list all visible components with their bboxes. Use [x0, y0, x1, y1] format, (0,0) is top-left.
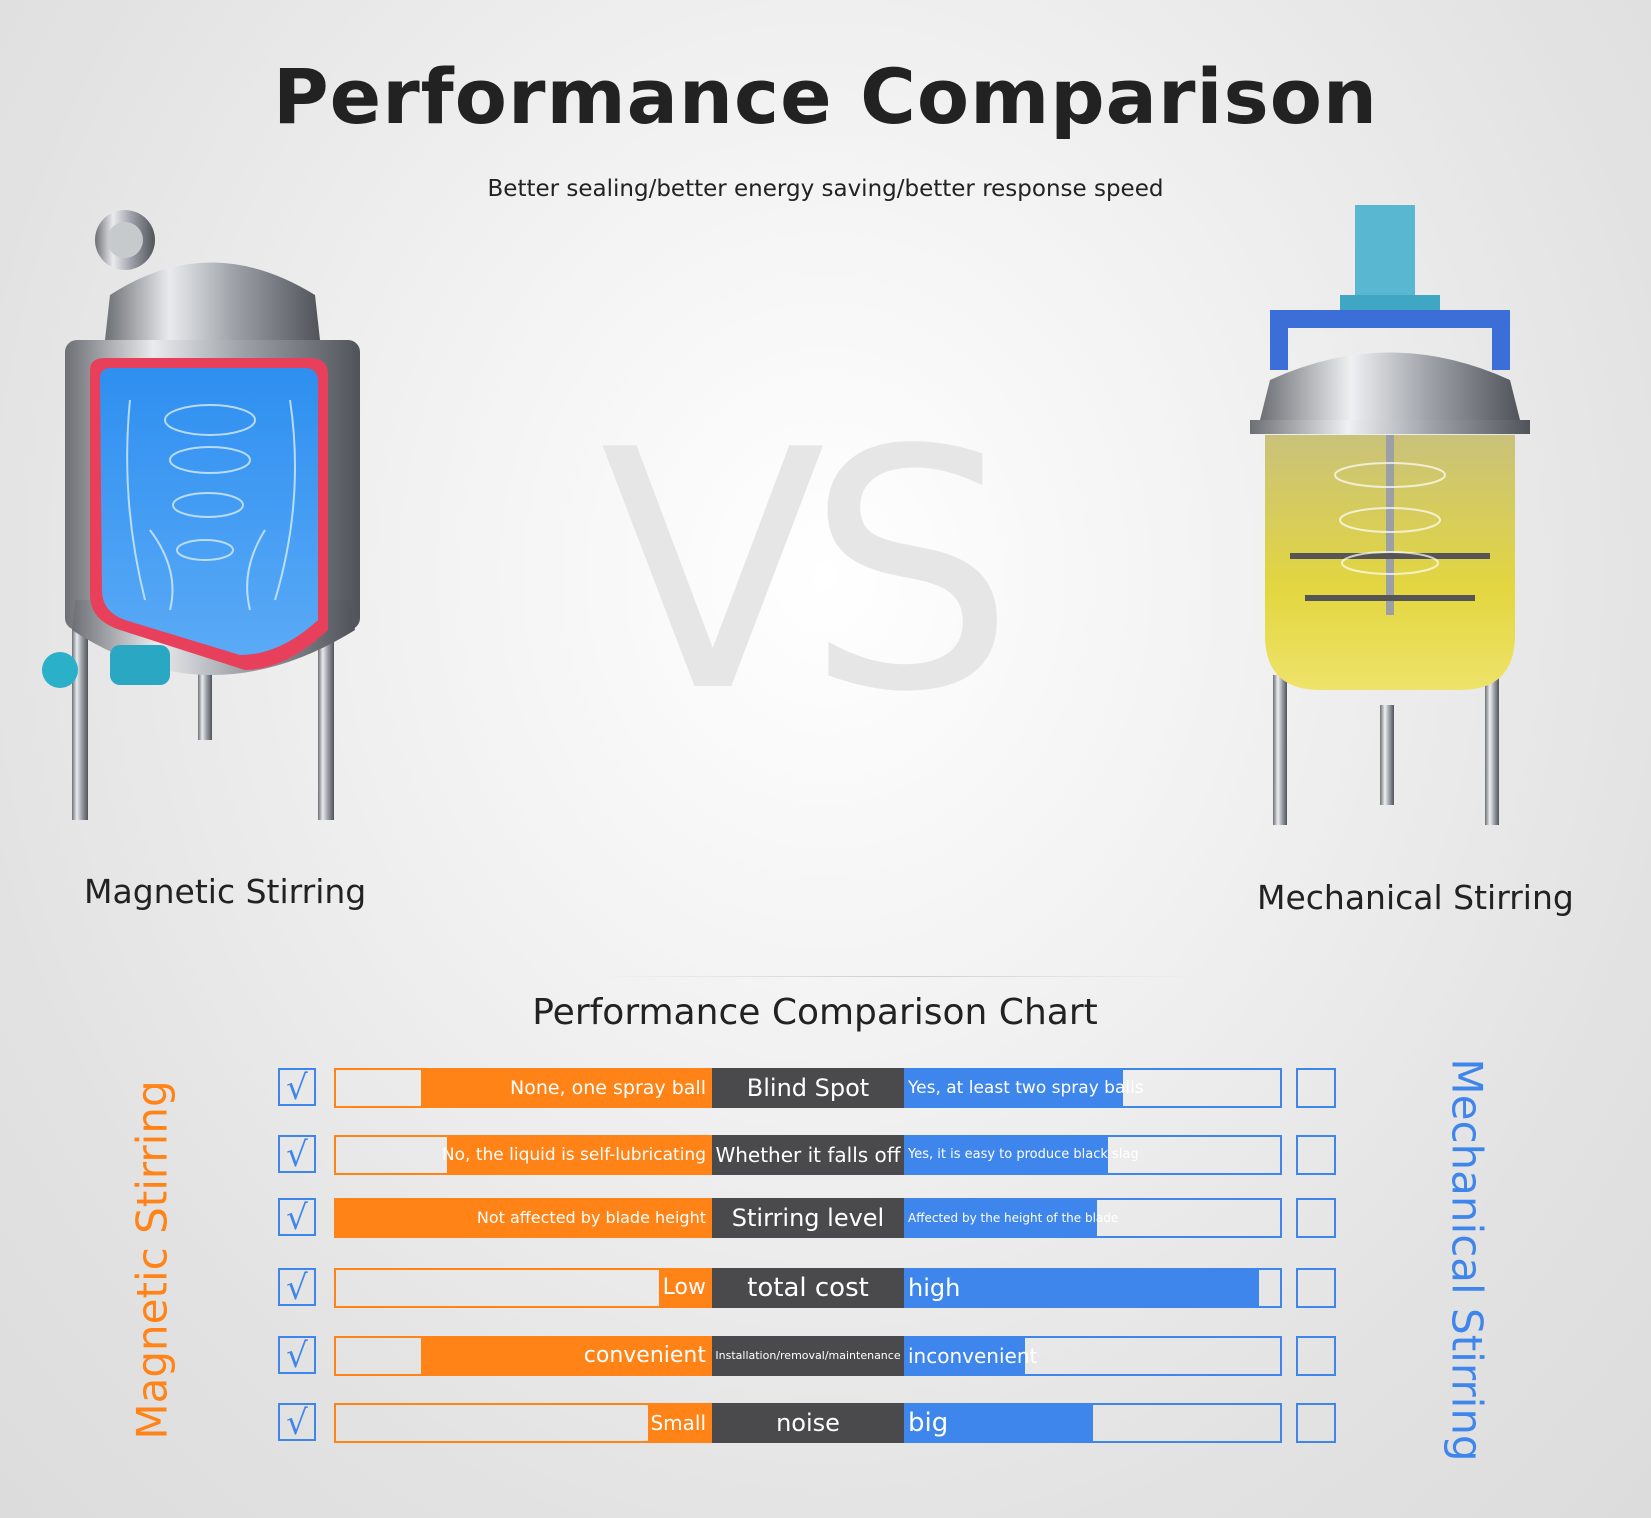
chart-row: √ Not affected by blade height Stirring le…: [0, 1198, 1651, 1238]
magnetic-stirring-label: Magnetic Stirring: [84, 872, 367, 911]
magnetic-check-box: √: [278, 1135, 316, 1173]
chart-divider: [600, 976, 1200, 977]
category-label: noise: [712, 1403, 904, 1443]
page-subtitle: Better sealing/better energy saving/bett…: [487, 176, 1164, 202]
magnetic-check-box: √: [278, 1198, 316, 1236]
chart-row: √ None, one spray ball Blind Spot Yes, at l…: [0, 1068, 1651, 1108]
category-label: Blind Spot: [712, 1068, 904, 1108]
mechanical-check-box: [1296, 1198, 1336, 1238]
mechanical-bar: [904, 1336, 1025, 1376]
magnetic-check-box: √: [278, 1403, 316, 1441]
page-title: Performance Comparison: [272, 52, 1379, 141]
chart-row: √ convenient Installation/removal/maintena…: [0, 1336, 1651, 1376]
magnetic-bar: [447, 1135, 712, 1175]
mechanical-bar-track: [904, 1403, 1282, 1443]
magnetic-bar-label: convenient: [583, 1343, 706, 1368]
magnetic-bar-track: [334, 1268, 712, 1308]
mechanical-bar-label: Affected by the height of the blade: [908, 1211, 1119, 1225]
mechanical-bar-label: big: [908, 1408, 949, 1438]
mechanical-bar: [904, 1268, 1259, 1308]
magnetic-bar-track: [334, 1403, 712, 1443]
chart-row: √ No, the liquid is self-lubricating Wheth…: [0, 1135, 1651, 1175]
mechanical-check-box: [1296, 1135, 1336, 1175]
magnetic-bar: [421, 1336, 712, 1376]
magnetic-bar: [659, 1268, 712, 1308]
magnetic-bar-label: Low: [662, 1275, 706, 1300]
magnetic-check-box: √: [278, 1068, 316, 1106]
category-label: Whether it falls off: [712, 1135, 904, 1175]
magnetic-check-box: √: [278, 1336, 316, 1374]
mechanical-check-box: [1296, 1336, 1336, 1376]
category-label: Stirring level: [712, 1198, 904, 1238]
mechanical-check-box: [1296, 1268, 1336, 1308]
mechanical-vessel-illustration: [1250, 205, 1530, 825]
magnetic-bar-label: Not affected by blade height: [476, 1208, 706, 1227]
mechanical-check-box: [1296, 1403, 1336, 1443]
mechanical-bar-track: [904, 1336, 1282, 1376]
magnetic-vessel-illustration: [42, 210, 360, 820]
mechanical-bar: [904, 1135, 1108, 1175]
chart-title: Performance Comparison Chart: [532, 992, 1098, 1033]
mechanical-stirring-label: Mechanical Stirring: [1257, 878, 1574, 917]
mechanical-bar: [904, 1198, 1097, 1238]
chart-row: √ Small noise big: [0, 1403, 1651, 1443]
magnetic-check-box: √: [278, 1268, 316, 1306]
vs-watermark: VS: [600, 380, 1015, 764]
category-label: total cost: [712, 1268, 904, 1308]
mechanical-axis-label: Mechanical Stirring: [1442, 1058, 1492, 1462]
magnetic-bar-label: No, the liquid is self-lubricating: [441, 1145, 706, 1165]
mechanical-bar-label: high: [908, 1274, 961, 1302]
magnetic-bar: [334, 1198, 712, 1238]
mechanical-bar-label: inconvenient: [908, 1344, 1038, 1368]
mechanical-bar: [904, 1068, 1123, 1108]
mechanical-bar: [904, 1403, 1093, 1443]
magnetic-bar-label: None, one spray ball: [509, 1077, 706, 1099]
magnetic-bar: [421, 1068, 712, 1108]
mechanical-bar-label: Yes, at least two spray balls: [908, 1078, 1144, 1098]
magnetic-bar-label: Small: [650, 1411, 706, 1435]
mechanical-bar-label: Yes, it is easy to produce black slag: [908, 1147, 1139, 1162]
mechanical-check-box: [1296, 1068, 1336, 1108]
category-label: Installation/removal/maintenance: [712, 1336, 904, 1376]
magnetic-bar: [648, 1403, 712, 1443]
chart-row: √ Low total cost high: [0, 1268, 1651, 1308]
